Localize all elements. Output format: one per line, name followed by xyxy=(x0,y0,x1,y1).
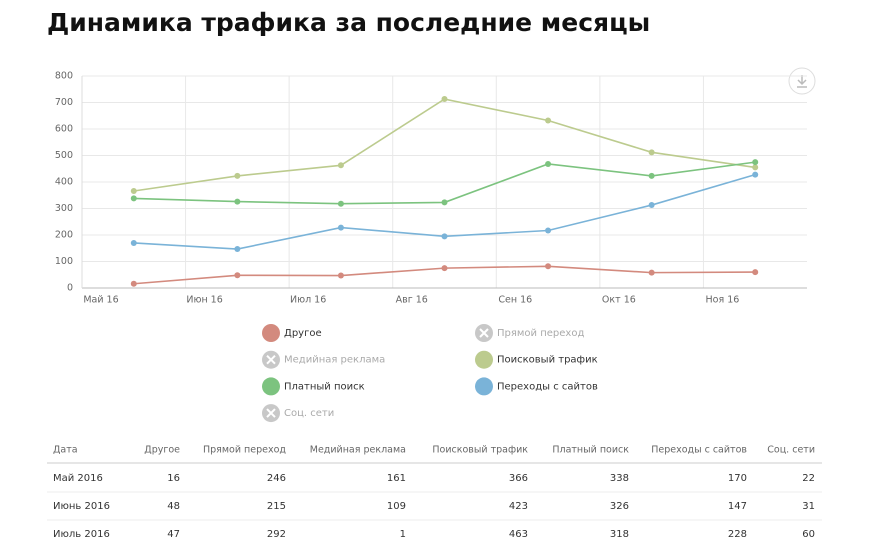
x-tick-label: Ноя 16 xyxy=(706,295,740,306)
x-tick-label: Сен 16 xyxy=(498,295,532,306)
y-tick-label: 600 xyxy=(55,124,73,135)
y-tick-label: 100 xyxy=(55,256,73,267)
table-cell: 170 xyxy=(728,473,747,484)
table-header: Переходы с сайтов xyxy=(651,445,747,456)
data-point xyxy=(441,233,448,240)
legend-marker[interactable] xyxy=(262,377,280,396)
table-cell: 463 xyxy=(509,529,528,540)
download-button[interactable] xyxy=(788,67,816,95)
table-cell: 109 xyxy=(387,501,406,512)
data-point xyxy=(441,265,448,272)
legend-label[interactable]: Соц. сети xyxy=(284,408,334,419)
x-tick-label: Июл 16 xyxy=(290,295,326,306)
data-point xyxy=(130,188,137,195)
data-point xyxy=(648,202,655,209)
data-point xyxy=(130,239,137,246)
page-title: Динамика трафика за последние месяцы xyxy=(47,8,650,37)
data-point xyxy=(337,162,344,169)
table-cell: 48 xyxy=(167,501,180,512)
table-header: Прямой переход xyxy=(203,445,286,456)
table-cell: 16 xyxy=(167,473,180,484)
data-point xyxy=(234,172,241,179)
table-cell: 215 xyxy=(267,501,286,512)
table-cell: 338 xyxy=(610,473,629,484)
table-cell: 1 xyxy=(400,529,406,540)
data-point xyxy=(648,172,655,179)
data-point xyxy=(648,149,655,156)
table-cell: Май 2016 xyxy=(53,473,103,484)
data-point xyxy=(752,171,759,178)
y-tick-label: 800 xyxy=(55,71,73,82)
data-point xyxy=(130,195,137,202)
data-point xyxy=(752,269,759,276)
data-point xyxy=(545,160,552,167)
legend-marker[interactable] xyxy=(475,350,493,369)
x-tick-label: Июн 16 xyxy=(186,295,222,306)
table-cell: 326 xyxy=(610,501,629,512)
legend-label[interactable]: Поисковый трафик xyxy=(497,355,598,366)
table-header: Поисковый трафик xyxy=(432,445,528,456)
table-cell: Июнь 2016 xyxy=(53,501,110,512)
legend-hidden-icon xyxy=(266,354,276,365)
data-point xyxy=(234,272,241,279)
y-tick-label: 200 xyxy=(55,230,73,241)
data-point xyxy=(752,164,759,171)
table-cell: 47 xyxy=(167,529,180,540)
table-cell: Июль 2016 xyxy=(53,529,110,540)
table-header: Дата xyxy=(53,445,78,456)
x-tick-label: Авг 16 xyxy=(396,295,428,306)
legend-label[interactable]: Прямой переход xyxy=(497,328,584,339)
legend-label[interactable]: Платный поиск xyxy=(284,381,365,392)
y-tick-label: 400 xyxy=(55,177,73,188)
table-cell: 228 xyxy=(728,529,747,540)
table-cell: 147 xyxy=(728,501,747,512)
data-point xyxy=(545,263,552,270)
series-line xyxy=(133,161,756,205)
table-header: Другое xyxy=(144,445,180,456)
table-cell: 292 xyxy=(267,529,286,540)
table-header: Платный поиск xyxy=(552,445,629,456)
data-point xyxy=(648,269,655,276)
table-header: Соц. сети xyxy=(767,445,815,456)
data-point xyxy=(337,272,344,279)
data-point xyxy=(130,280,137,287)
y-tick-label: 500 xyxy=(55,150,73,161)
legend-hidden-icon xyxy=(479,328,489,338)
x-tick-label: Окт 16 xyxy=(602,295,636,306)
x-tick-label: Май 16 xyxy=(83,295,118,306)
legend-label[interactable]: Медийная реклама xyxy=(284,355,385,366)
table-cell: 246 xyxy=(267,473,286,484)
data-point xyxy=(441,199,448,206)
y-tick-label: 0 xyxy=(67,283,73,294)
series-line xyxy=(133,98,756,192)
table-cell: 318 xyxy=(610,529,629,540)
data-point xyxy=(337,200,344,207)
table-cell: 161 xyxy=(387,473,406,484)
legend-marker[interactable] xyxy=(262,324,280,342)
data-point xyxy=(752,159,759,166)
legend-label[interactable]: Переходы с сайтов xyxy=(497,381,598,392)
table-cell: 60 xyxy=(802,529,815,540)
legend-label[interactable]: Другое xyxy=(284,328,322,339)
y-tick-label: 300 xyxy=(55,203,73,214)
table-cell: 366 xyxy=(509,473,528,484)
data-point xyxy=(545,117,552,124)
table-cell: 31 xyxy=(802,501,815,512)
table-header: Медийная реклама xyxy=(310,445,406,456)
legend-hidden-icon xyxy=(266,408,276,418)
table-cell: 22 xyxy=(802,473,815,484)
table-cell: 423 xyxy=(509,501,528,512)
data-point xyxy=(234,198,241,205)
data-point xyxy=(234,246,241,253)
data-point xyxy=(441,96,448,103)
y-tick-label: 700 xyxy=(55,97,73,108)
data-point xyxy=(337,224,344,231)
data-point xyxy=(545,227,552,234)
legend-marker[interactable] xyxy=(475,377,493,396)
